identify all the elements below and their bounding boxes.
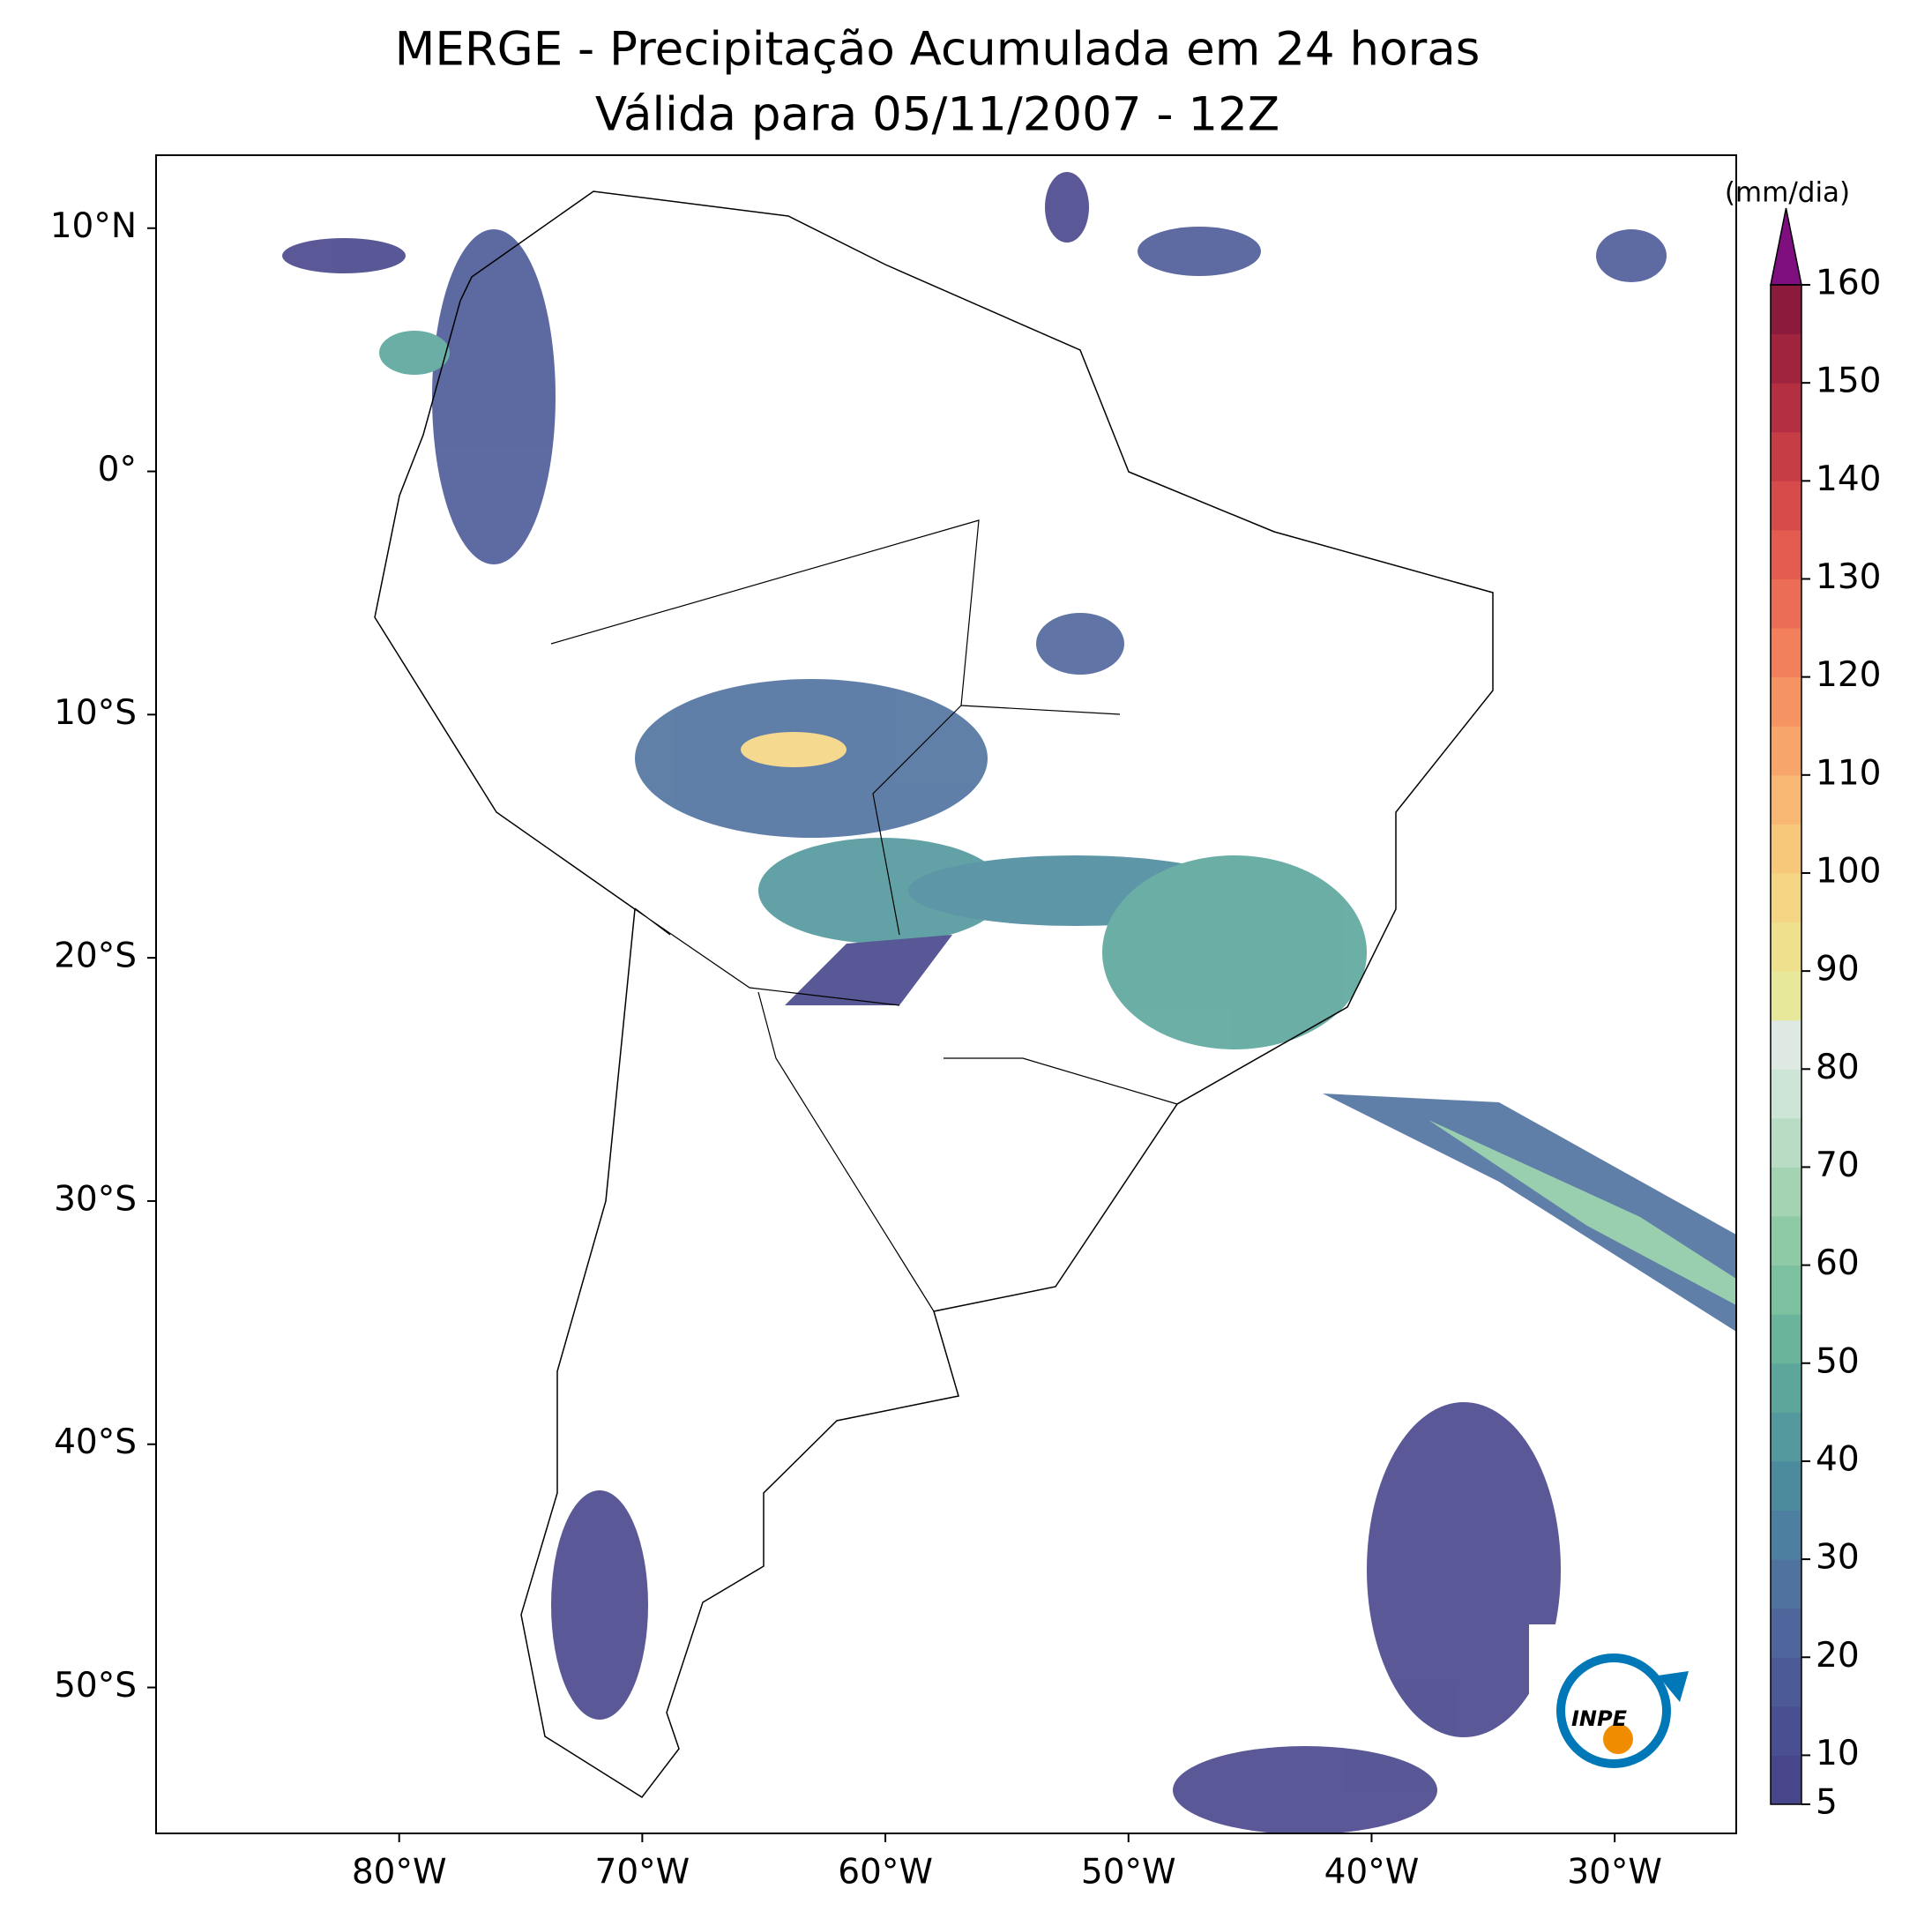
rain-area	[379, 331, 450, 375]
y-tick-label: 50°S	[54, 1666, 137, 1706]
x-tick-label: 60°W	[838, 1853, 933, 1892]
colorbar-segment	[1771, 726, 1801, 776]
colorbar-segment	[1771, 1117, 1801, 1168]
colorbar-segment	[1771, 481, 1801, 531]
colorbar-segment	[1771, 676, 1801, 727]
colorbar-label: (mm/dia)	[1725, 177, 1850, 209]
x-tick-label: 30°W	[1567, 1853, 1662, 1892]
colorbar-segment	[1771, 383, 1801, 433]
colorbar-tick-label: 30	[1816, 1538, 1860, 1578]
colorbar-tick-label: 160	[1816, 264, 1881, 303]
colorbar-tick-label: 5	[1816, 1783, 1838, 1823]
coastline	[374, 190, 1494, 1798]
colorbar-segment	[1771, 824, 1801, 874]
y-tick-label: 10°S	[54, 693, 137, 733]
rain-area	[551, 1490, 648, 1720]
rain-area	[432, 229, 556, 564]
colorbar-segment	[1771, 1412, 1801, 1462]
y-tick-label: 30°S	[54, 1179, 137, 1219]
colorbar-tick-label: 40	[1816, 1439, 1860, 1479]
colorbar-segment	[1771, 431, 1801, 481]
colorbar-segment	[1771, 1314, 1801, 1364]
colorbar-tick-label: 130	[1816, 557, 1881, 597]
rain-area	[1102, 855, 1367, 1049]
colorbar-segment	[1771, 1559, 1801, 1609]
colorbar-segment	[1771, 285, 1801, 335]
y-tick-label: 40°S	[54, 1422, 137, 1462]
colorbar-tick-label: 150	[1816, 362, 1881, 401]
colorbar-segment	[1771, 1069, 1801, 1119]
colorbar-segment	[1771, 628, 1801, 678]
x-tick-label: 70°W	[595, 1853, 690, 1892]
rain-area	[1596, 229, 1667, 282]
rain-area	[785, 935, 952, 1005]
colorbar-tick-label: 100	[1816, 851, 1881, 891]
colorbar-tick-label: 70	[1816, 1146, 1860, 1185]
rain-area	[1045, 172, 1089, 243]
borders	[550, 519, 1178, 1312]
colorbar-frame	[1770, 284, 1802, 1805]
colorbar-segment	[1771, 872, 1801, 923]
colorbar-segment	[1771, 1460, 1801, 1512]
rain-area	[1428, 1120, 1736, 1305]
x-tick-label: 40°W	[1324, 1853, 1420, 1892]
y-tick-label: 20°S	[54, 937, 137, 976]
colorbar-tick-label: 10	[1816, 1734, 1860, 1773]
colorbar-segment	[1771, 971, 1801, 1021]
colorbar-tick-label: 50	[1816, 1341, 1860, 1381]
rain-area	[1138, 227, 1261, 276]
colorbar-segment	[1771, 333, 1801, 384]
colorbar-tick-label: 60	[1816, 1243, 1860, 1283]
colorbar-segment	[1771, 774, 1801, 825]
rain-area	[1036, 613, 1124, 675]
colorbar-tick-label: 110	[1816, 753, 1881, 793]
colorbar-segment	[1771, 1362, 1801, 1413]
rain-area	[1323, 1094, 1736, 1332]
logo-arrow	[1658, 1671, 1689, 1702]
logo-swoosh	[1556, 1653, 1671, 1768]
colorbar-segment	[1771, 1510, 1801, 1560]
colorbar-segment	[1771, 1608, 1801, 1658]
colorbar-segment	[1771, 1657, 1801, 1707]
x-tick-label: 50°W	[1081, 1853, 1176, 1892]
precipitation-field	[282, 172, 1736, 1834]
x-tick-label: 80°W	[352, 1853, 447, 1892]
colorbar-segment	[1771, 579, 1801, 629]
rain-area	[758, 838, 1005, 944]
colorbar-tick-label: 140	[1816, 459, 1881, 499]
rain-area	[741, 732, 847, 767]
y-tick-label: 10°N	[50, 206, 137, 246]
rain-area	[1367, 1402, 1561, 1737]
colorbar-segment	[1771, 1706, 1801, 1756]
subtitle: Válida para 05/11/2007 - 12Z	[595, 88, 1279, 142]
rain-area	[1173, 1746, 1437, 1834]
colorbar-segment	[1771, 1265, 1801, 1315]
axes: 80°W 70°W 60°W 50°W 40°W 30°W 10°N 0° 10°S 20°S 30…	[50, 177, 1882, 1892]
y-tick-label: 0°	[98, 450, 137, 489]
colorbar-tick-label: 80	[1816, 1048, 1860, 1087]
colorbar-extend	[1770, 207, 1802, 286]
rain-area	[282, 238, 406, 273]
logo-sun	[1603, 1724, 1633, 1754]
colorbar-segment	[1771, 922, 1801, 972]
colorbar-tick-label: 20	[1816, 1636, 1860, 1676]
colorbar-tick-label: 90	[1816, 950, 1860, 989]
colorbar-segment	[1771, 1216, 1801, 1266]
logo-text: INPE	[1571, 1706, 1628, 1731]
colorbar-segment	[1771, 1019, 1801, 1070]
map-frame	[155, 154, 1737, 1834]
colorbar-tick-label: 120	[1816, 655, 1881, 695]
colorbar-segment	[1771, 1167, 1801, 1217]
title: MERGE - Precipitação Acumulada em 24 hor…	[395, 23, 1481, 77]
colorbar-segment	[1771, 529, 1801, 579]
colorbar-segment	[1771, 1755, 1801, 1805]
